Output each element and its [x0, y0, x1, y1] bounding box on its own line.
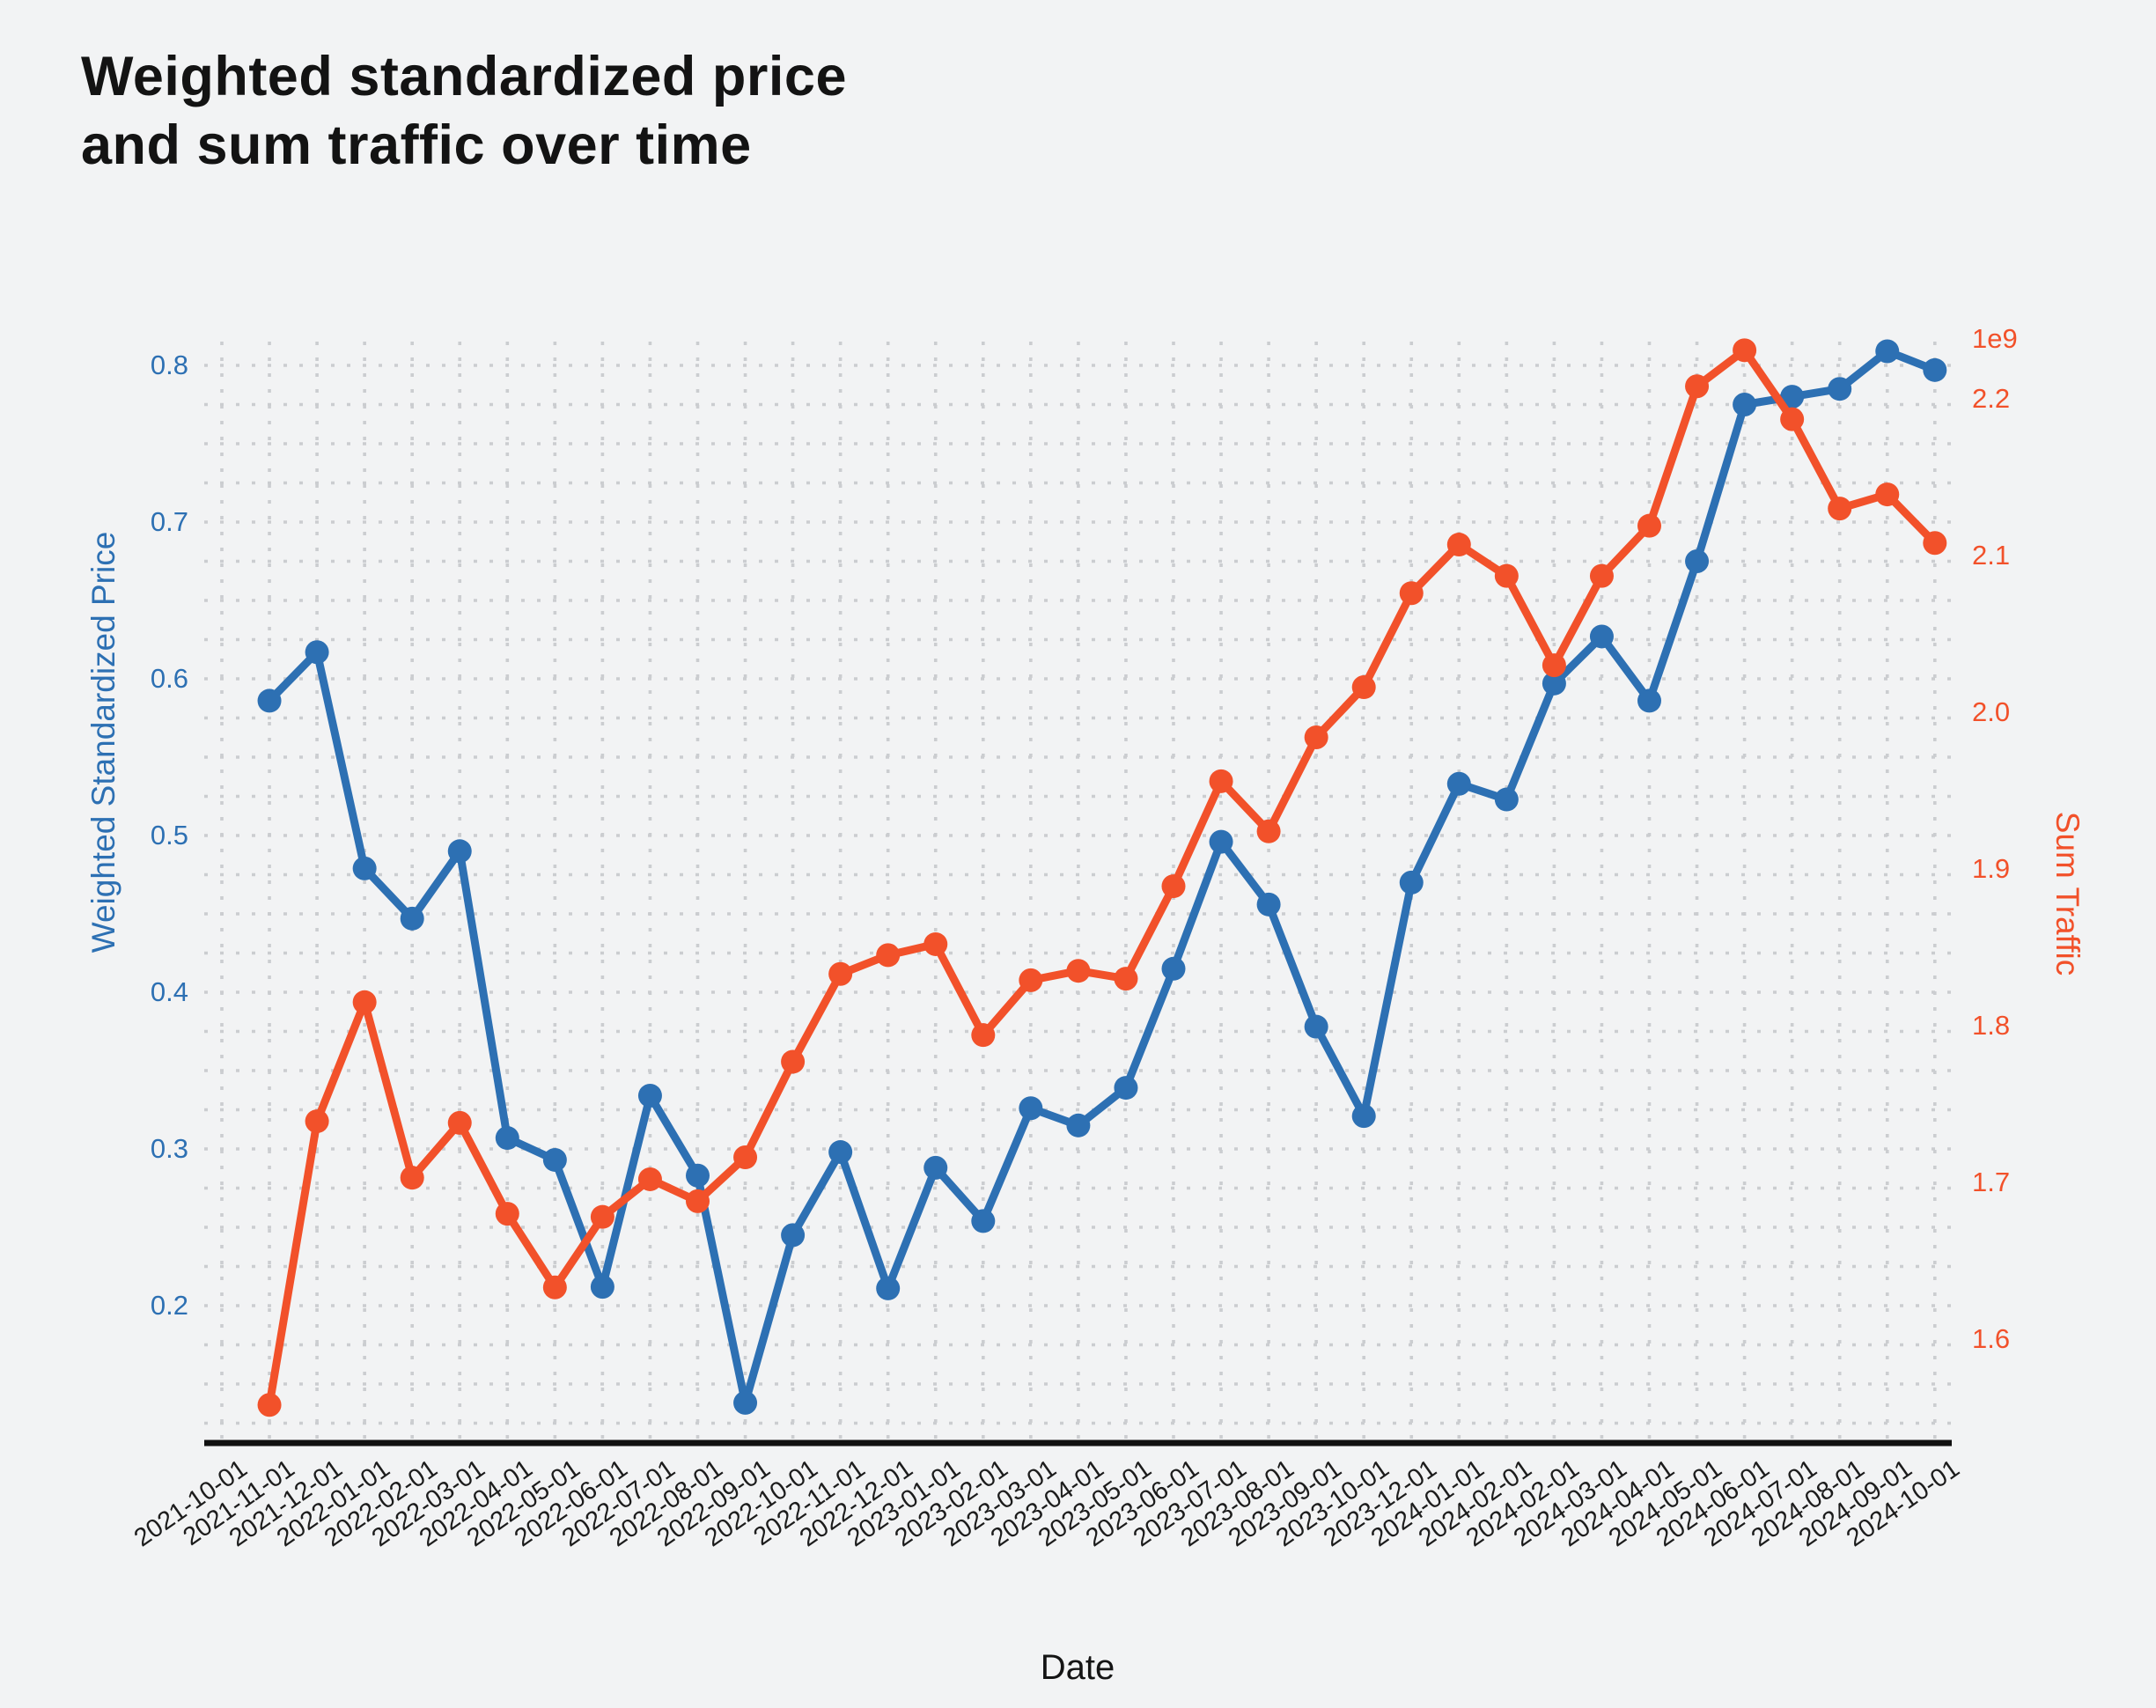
traffic-marker [447, 1110, 472, 1135]
price-marker [733, 1390, 758, 1415]
price-marker [1114, 1076, 1138, 1101]
traffic-marker [1446, 533, 1471, 557]
traffic-marker [1685, 374, 1710, 399]
traffic-marker [1019, 968, 1043, 992]
traffic-marker [352, 990, 377, 1014]
y-tick-label-left: 0.6 [150, 663, 188, 694]
price-marker [447, 839, 472, 864]
price-marker [1780, 385, 1805, 409]
y-tick-label-right: 1.7 [1972, 1167, 2011, 1197]
traffic-marker [1733, 338, 1757, 363]
price-marker [542, 1147, 567, 1172]
price-marker [1066, 1113, 1091, 1137]
traffic-marker [1351, 675, 1376, 700]
price-marker [1637, 688, 1661, 713]
price-marker [876, 1276, 901, 1300]
price-marker [400, 906, 424, 931]
traffic-marker [1066, 959, 1091, 983]
price-marker [1209, 829, 1233, 854]
price-marker [637, 1083, 662, 1108]
title-line-1: Weighted standardized price [81, 46, 847, 107]
traffic-marker [542, 1275, 567, 1299]
price-marker [686, 1163, 710, 1188]
y-axis-right-multiplier: 1e9 [1972, 323, 2018, 354]
y-tick-label-right: 1.9 [1972, 853, 2011, 884]
traffic-marker [876, 943, 901, 968]
traffic-marker [781, 1049, 806, 1074]
price-marker [1446, 771, 1471, 796]
traffic-marker [1114, 967, 1138, 991]
traffic-marker [400, 1166, 424, 1190]
price-marker [1351, 1104, 1376, 1129]
y-tick-label-left: 0.3 [150, 1133, 188, 1164]
traffic-marker [495, 1202, 519, 1226]
price-marker [1542, 671, 1566, 696]
traffic-marker [1589, 563, 1614, 588]
traffic-marker [1542, 653, 1566, 678]
price-line [265, 347, 1939, 1407]
y-tick-label-right: 2.1 [1972, 540, 2011, 571]
traffic-marker [1637, 513, 1661, 538]
traffic-marker [1875, 482, 1900, 507]
traffic-marker [590, 1204, 614, 1229]
price-marker [1589, 624, 1614, 649]
price-marker [1875, 339, 1900, 364]
traffic-marker [733, 1145, 758, 1170]
price-marker [1828, 377, 1852, 401]
traffic-marker [305, 1109, 329, 1134]
traffic-marker [1399, 581, 1424, 606]
x-axis-title: Date [1040, 1648, 1115, 1687]
price-marker [923, 1155, 948, 1180]
price-marker [971, 1209, 996, 1233]
title-line-2: and sum traffic over time [81, 114, 752, 177]
price-marker [1923, 357, 1947, 382]
traffic-marker [828, 961, 853, 986]
price-marker [495, 1126, 519, 1151]
traffic-marker [1304, 725, 1328, 749]
price-marker [1733, 393, 1757, 416]
price-marker [1304, 1014, 1328, 1039]
price-marker [1494, 787, 1519, 812]
traffic-marker [1923, 531, 1947, 556]
price-marker [1399, 870, 1424, 894]
traffic-marker [923, 931, 948, 956]
price-marker [1256, 892, 1281, 917]
price-marker [305, 640, 329, 665]
price-marker [828, 1140, 853, 1165]
traffic-line [265, 346, 1939, 1410]
y-tick-label-left: 0.8 [150, 350, 188, 380]
chart-title: Weighted standardized price and sum traf… [81, 42, 847, 180]
traffic-marker [257, 1393, 282, 1417]
price-marker [781, 1223, 806, 1248]
y-tick-label-left: 0.4 [150, 976, 188, 1007]
y-tick-label-right: 2.2 [1972, 383, 2011, 414]
traffic-marker [1494, 563, 1519, 588]
y-tick-label-right: 1.8 [1972, 1010, 2011, 1041]
y-tick-label-left: 0.2 [150, 1290, 188, 1321]
y-tick-label-left: 0.7 [150, 506, 188, 537]
y-tick-label-right: 2.0 [1972, 696, 2011, 727]
traffic-marker [686, 1189, 710, 1213]
price-marker [352, 856, 377, 880]
price-marker [590, 1275, 614, 1299]
traffic-marker [1780, 407, 1805, 431]
y-tick-label-right: 1.6 [1972, 1323, 2011, 1354]
price-marker [257, 688, 282, 713]
y-tick-label-left: 0.5 [150, 820, 188, 850]
price-marker [1685, 549, 1710, 573]
traffic-marker [637, 1167, 662, 1191]
traffic-marker [1828, 497, 1852, 521]
price-marker [1019, 1096, 1043, 1121]
traffic-marker [1256, 819, 1281, 843]
traffic-marker [1209, 769, 1233, 793]
traffic-marker [971, 1023, 996, 1048]
traffic-marker [1161, 874, 1186, 899]
price-marker [1161, 956, 1186, 981]
